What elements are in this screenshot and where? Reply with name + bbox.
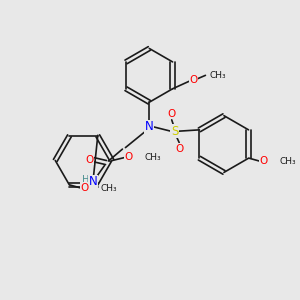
Text: O: O: [80, 183, 88, 193]
Text: CH₃: CH₃: [210, 71, 226, 80]
Text: O: O: [175, 143, 183, 154]
Text: CH₃: CH₃: [280, 157, 296, 166]
Text: H: H: [82, 175, 90, 184]
Text: O: O: [259, 156, 268, 166]
Text: CH₃: CH₃: [101, 184, 117, 193]
Text: N: N: [89, 176, 98, 188]
Text: O: O: [85, 154, 94, 165]
Text: O: O: [168, 109, 176, 119]
Text: N: N: [145, 120, 154, 133]
Text: CH₃: CH₃: [145, 153, 161, 162]
Text: S: S: [171, 125, 178, 138]
Text: O: O: [189, 75, 198, 85]
Text: O: O: [124, 152, 133, 163]
